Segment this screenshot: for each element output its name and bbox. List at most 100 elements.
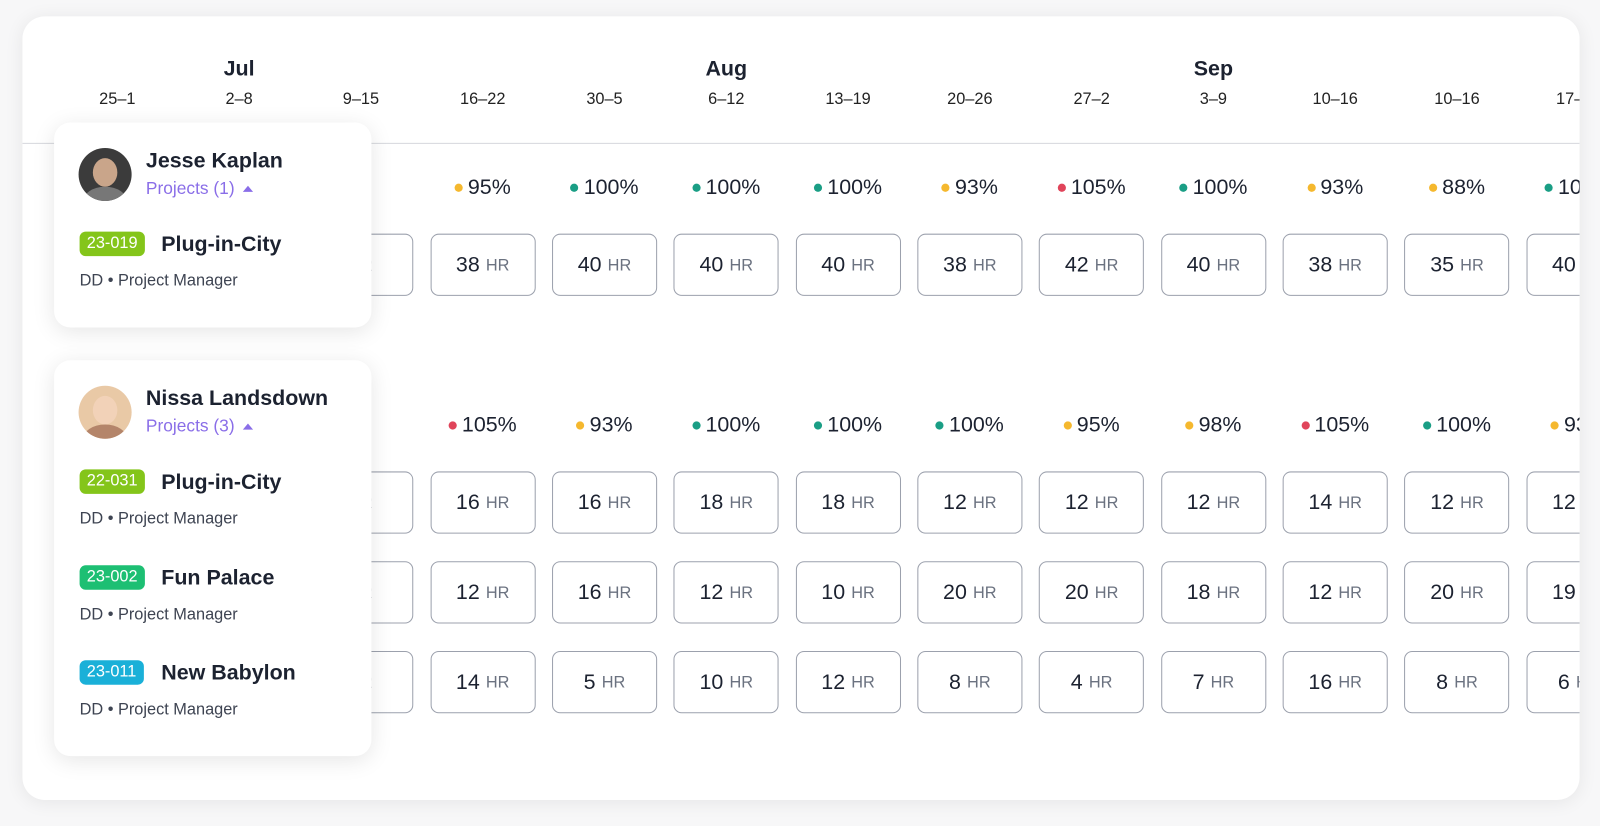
hours-cell[interactable]: 16 HR: [551, 471, 658, 534]
hours-value: 42: [1064, 252, 1089, 277]
hours-cell[interactable]: 16 HR: [551, 561, 658, 624]
utilization: 93%: [1550, 413, 1580, 437]
hours-unit: HR: [1216, 257, 1241, 275]
hours-cell[interactable]: 18 HR: [673, 471, 779, 534]
hours-unit: HR: [1094, 257, 1119, 275]
utilization-value: 88%: [1442, 175, 1486, 199]
month-label: Sep: [1193, 57, 1234, 81]
projects-label[interactable]: Projects (1): [145, 178, 235, 198]
project-name: Plug-in-City: [161, 470, 282, 494]
hours-unit: HR: [729, 674, 754, 692]
utilization-value: 93%: [955, 175, 998, 199]
hours-value: 4: [1070, 669, 1083, 694]
utilization-value: 95%: [1076, 413, 1120, 437]
collapse-icon[interactable]: [242, 423, 253, 430]
hours-cell[interactable]: 42 HR: [1039, 233, 1145, 296]
hours-value: 35: [1430, 252, 1455, 277]
utilization-value: 105%: [1314, 413, 1370, 437]
projects-toggle[interactable]: Projects (1): [146, 179, 253, 199]
hours-cell[interactable]: 10 HR: [673, 651, 779, 714]
utilization-value: 98%: [1198, 413, 1242, 437]
hours-cell[interactable]: 7 HR: [1160, 651, 1266, 714]
project-role: DD • Project Manager: [79, 272, 238, 290]
hours-cell[interactable]: 14 HR: [1282, 471, 1388, 534]
utilization: 88%: [1428, 175, 1486, 200]
project-name: Plug-in-City: [161, 232, 282, 257]
projects-label[interactable]: Projects (3): [145, 416, 235, 436]
hours-cell[interactable]: 35 HR: [1404, 233, 1510, 296]
hours-cell[interactable]: 20 HR: [917, 561, 1023, 624]
utilization-value: 100%: [949, 413, 1004, 437]
hours-cell[interactable]: 19HR: [1526, 561, 1580, 624]
avatar: [78, 147, 132, 202]
hours-value: 38: [1308, 252, 1333, 277]
hours-unit: HR: [1210, 674, 1235, 692]
status-dot: [1063, 421, 1072, 430]
hours-cell[interactable]: 20 HR: [1039, 561, 1145, 624]
status-dot: [454, 183, 463, 192]
utilization-value: 100%: [1436, 413, 1492, 437]
week-label: 6–12: [708, 90, 745, 109]
hours-cell[interactable]: 5 HR: [551, 651, 658, 714]
hours-cell[interactable]: 14 HR: [430, 651, 536, 714]
hours-cell[interactable]: 18 HR: [1160, 561, 1266, 624]
schedule-board: Jul Aug Sep 25–1 2–8 9–15 16–22 30–5 6–12 13–19 20…: [22, 16, 1580, 800]
hours-value: 40: [1186, 252, 1211, 277]
hours-cell[interactable]: 4 HR: [1039, 651, 1145, 714]
utilization: 98%: [1185, 413, 1241, 437]
hours-cell[interactable]: 12 HR: [673, 561, 779, 624]
hours-value: 40: [577, 252, 602, 277]
hours-unit: HR: [851, 494, 875, 513]
hours-cell[interactable]: 8 HR: [917, 651, 1023, 714]
hours-cell[interactable]: 20 HR: [1404, 561, 1510, 624]
person-name: Jesse Kaplan: [145, 148, 283, 173]
hours-unit: HR: [729, 584, 754, 603]
project-role: DD • Project Manager: [79, 510, 238, 528]
status-dot: [1179, 183, 1188, 192]
header-divider: [22, 142, 1580, 144]
status-dot: [935, 421, 944, 430]
hours-cell[interactable]: 40 HR: [1160, 233, 1266, 296]
status-dot: [692, 183, 701, 192]
hours-unit: HR: [1460, 257, 1484, 275]
hours-cell[interactable]: 8 HR: [1404, 651, 1510, 714]
hours-cell[interactable]: 38 HR: [1282, 233, 1388, 296]
hours-value: 16: [1308, 669, 1333, 694]
hours-cell[interactable]: 16 HR: [1282, 651, 1388, 714]
hours-unit: HR: [1216, 494, 1241, 513]
hours-cell[interactable]: 16 HR: [430, 471, 536, 534]
hours-value: 12: [699, 580, 724, 604]
avatar-face: [92, 158, 118, 187]
hours-value: 14: [455, 669, 480, 694]
utilization-value: 93%: [1563, 413, 1580, 437]
week-label: 13–19: [825, 90, 871, 109]
hours-cell[interactable]: 38 HR: [917, 233, 1023, 296]
utilization: 100%: [1179, 176, 1247, 200]
hours-cell[interactable]: 10 HR: [795, 561, 901, 624]
projects-toggle[interactable]: Projects (3): [146, 416, 253, 436]
utilization: 100%: [692, 413, 760, 437]
week-label: 10–16: [1434, 90, 1480, 109]
hours-value: 14: [1308, 490, 1333, 514]
collapse-icon[interactable]: [242, 185, 253, 192]
hours-cell[interactable]: 38 HR: [430, 233, 536, 296]
utilization: 100%: [814, 413, 882, 437]
hours-unit: HR: [967, 674, 991, 692]
hours-cell[interactable]: 18 HR: [795, 471, 901, 534]
hours-unit: HR: [1094, 584, 1119, 603]
utilization: 100%: [1422, 413, 1492, 437]
hours-cell[interactable]: 6 HR: [1526, 651, 1580, 714]
hours-unit: HR: [601, 674, 626, 692]
